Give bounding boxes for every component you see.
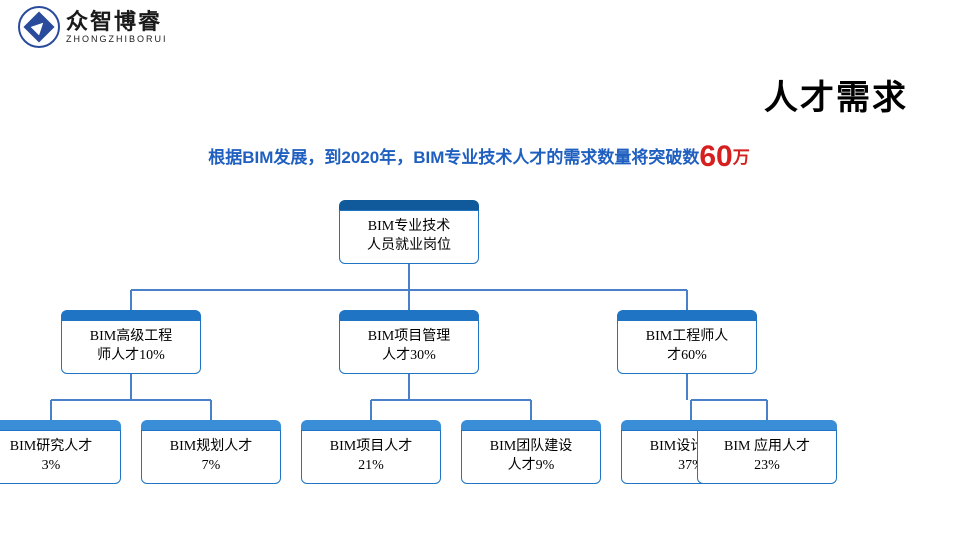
org-tree: BIM专业技术人员就业岗位 BIM高级工程师人才10% BIM项目管理人才30% BI… — [0, 200, 958, 520]
brand-name-en: ZHONGZHIBORUI — [66, 35, 168, 44]
tree-node: BIM 应用人才23% — [697, 420, 837, 484]
subtitle-prefix: 根据BIM发展，到2020年，BIM专业技术人才的需求数量将突破数 — [208, 148, 699, 167]
page-title: 人才需求 — [764, 70, 908, 119]
tree-node-label: BIM项目人才21% — [301, 430, 441, 484]
tree-node-label: BIM工程师人才60% — [617, 320, 757, 374]
tree-node: BIM规划人才7% — [141, 420, 281, 484]
tree-node-label: BIM专业技术人员就业岗位 — [339, 210, 479, 264]
tree-node-label: BIM 应用人才23% — [697, 430, 837, 484]
tree-node: BIM高级工程师人才10% — [61, 310, 201, 374]
subtitle-number: 60 — [699, 140, 732, 173]
page-subtitle: 根据BIM发展，到2020年，BIM专业技术人才的需求数量将突破数60万 — [0, 140, 958, 174]
tree-node: BIM团队建设人才9% — [461, 420, 601, 484]
brand-logo: 众智博睿 ZHONGZHIBORUI — [18, 6, 168, 48]
logo-mark-icon — [18, 6, 60, 48]
tree-node-label: BIM高级工程师人才10% — [61, 320, 201, 374]
tree-node-label: BIM团队建设人才9% — [461, 430, 601, 484]
tree-node-label: BIM项目管理人才30% — [339, 320, 479, 374]
subtitle-suffix: 万 — [733, 148, 750, 167]
brand-name-cn: 众智博睿 — [66, 11, 168, 33]
tree-node: BIM项目人才21% — [301, 420, 441, 484]
tree-node: BIM研究人才3% — [0, 420, 121, 484]
tree-node: BIM工程师人才60% — [617, 310, 757, 374]
tree-node: BIM专业技术人员就业岗位 — [339, 200, 479, 264]
tree-node: BIM项目管理人才30% — [339, 310, 479, 374]
tree-node-label: BIM规划人才7% — [141, 430, 281, 484]
tree-node-label: BIM研究人才3% — [0, 430, 121, 484]
